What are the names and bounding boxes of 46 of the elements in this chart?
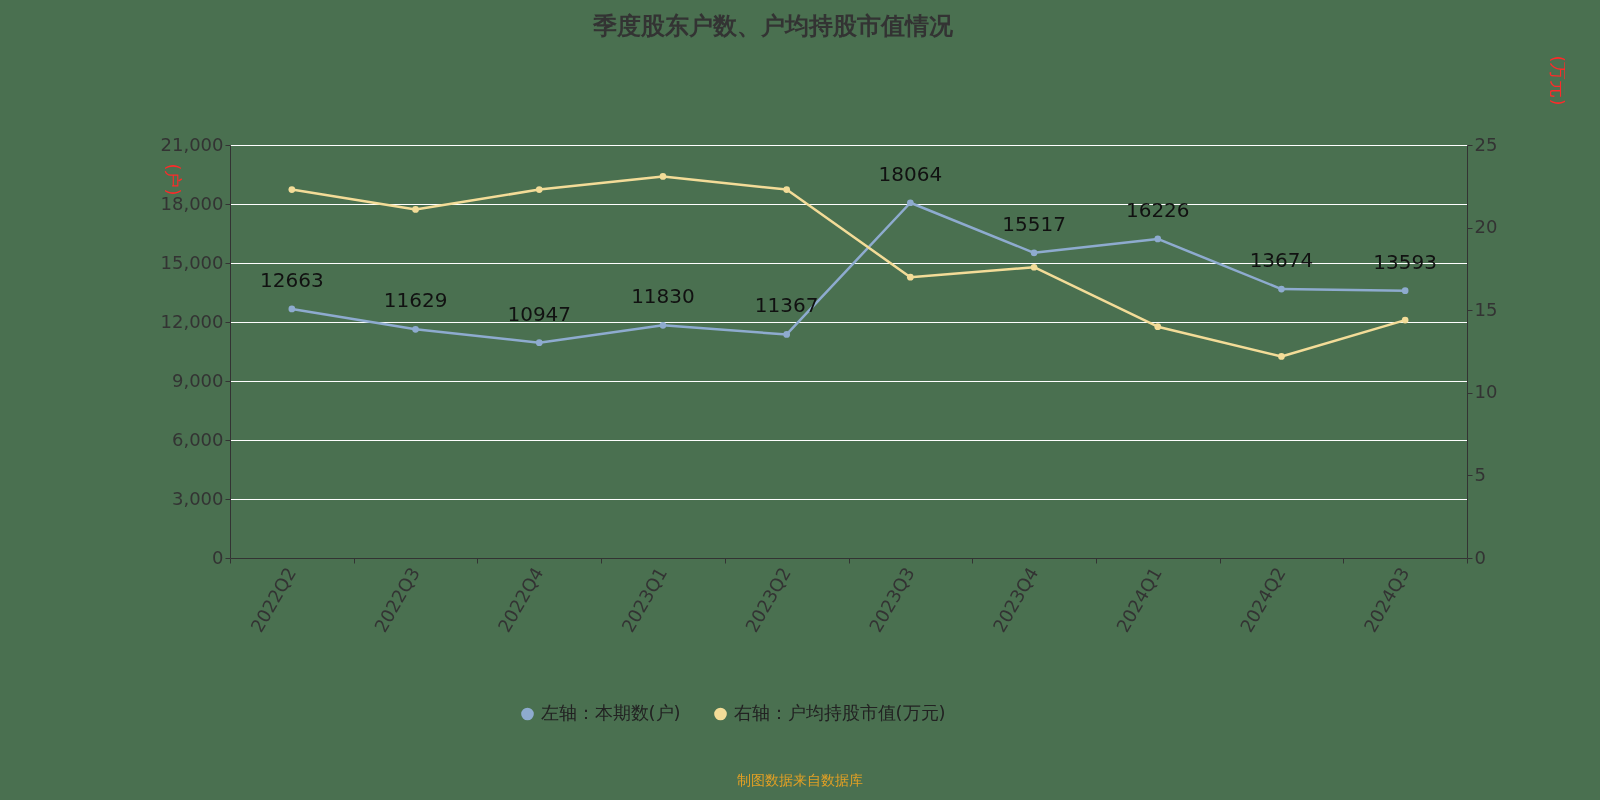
chart-title: 季度股东户数、户均持股市值情况 [591,11,954,40]
data-label: 10947 [507,301,572,326]
y-tick-label: 9,000 [171,369,224,391]
point [1154,235,1162,243]
point [659,322,667,329]
y2-tick-label: 20 [1474,216,1498,238]
data-label: 15517 [1002,211,1066,236]
y-axis-title: (户) [162,163,184,196]
point [1278,285,1285,293]
y2-tick-label: 25 [1474,133,1498,155]
y2-tick-label: 15 [1474,298,1498,320]
legend-label: 右轴：户均持股市值(万元) [733,702,946,723]
y-tick-label: 3,000 [171,487,224,509]
point [783,331,790,338]
y-tick-label: 21,000 [160,133,224,155]
text: 制图数据来自数据库 [736,772,864,790]
y2-tick-label: 5 [1474,463,1486,485]
point [412,325,419,333]
legend-label: 左轴：本期数(户) [540,702,681,723]
point [1030,263,1038,271]
y2-axis-title: (万元) [1547,55,1569,106]
data-label: 12663 [260,267,324,292]
point [535,339,543,347]
y-tick-label: 12,000 [160,310,224,332]
data-label: 18064 [878,161,943,186]
y2-tick-label: 0 [1474,546,1486,568]
data-label: 11830 [631,284,695,309]
point [288,186,296,193]
point [783,186,790,193]
y2-tick-label: 10 [1474,381,1498,403]
point [1401,316,1409,324]
point [412,206,419,213]
data-label: 16226 [1125,197,1190,222]
point [907,273,914,281]
point [659,173,667,180]
y-tick-label: 6,000 [171,428,224,450]
point [535,186,543,193]
point [1278,353,1285,360]
y-tick-label: 15,000 [160,251,224,273]
point [1154,323,1162,331]
point [288,305,296,313]
point [1401,287,1409,295]
y-tick-label: 0 [212,546,224,568]
point [907,199,914,207]
data-label: 11629 [383,288,448,313]
point [1030,249,1038,257]
